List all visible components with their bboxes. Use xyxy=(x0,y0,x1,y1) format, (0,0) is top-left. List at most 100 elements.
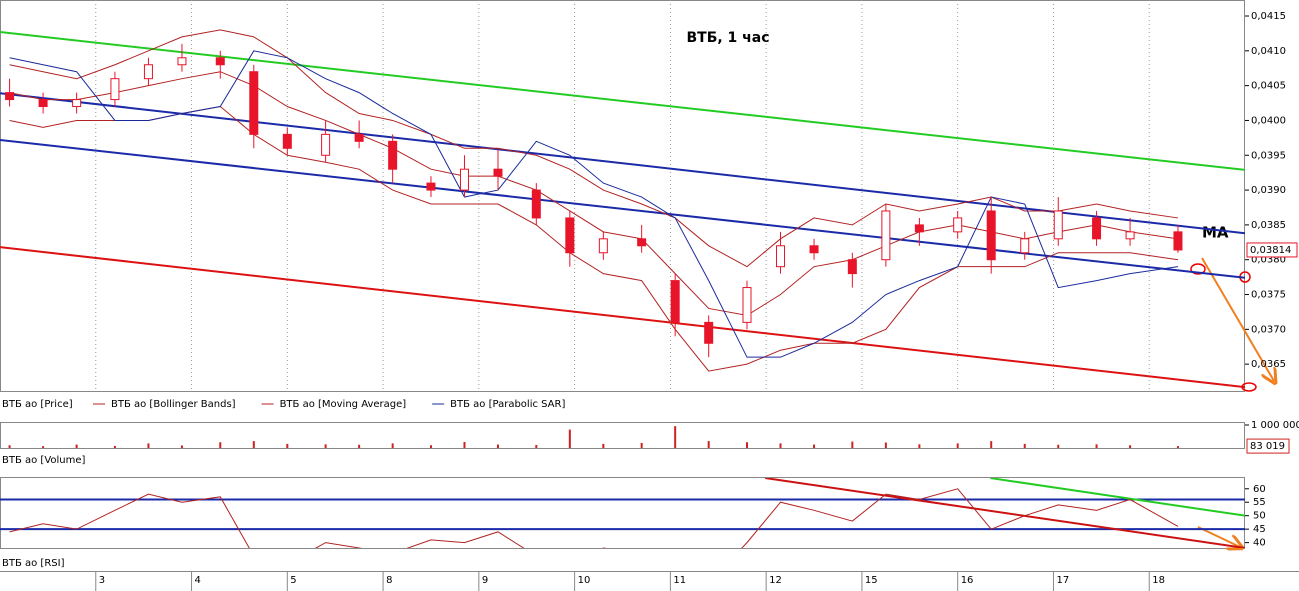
candle-body xyxy=(1092,217,1102,240)
volume-bar xyxy=(851,441,854,448)
x-tick-label: 17 xyxy=(1056,575,1069,586)
x-tick-label: 15 xyxy=(865,575,878,586)
candle-body xyxy=(704,321,714,344)
volume-bar xyxy=(180,445,183,448)
volume-bar xyxy=(602,443,605,448)
y-tick-label: 0,0390 xyxy=(1251,185,1286,196)
x-tick-label: 11 xyxy=(673,575,686,586)
volume-bar xyxy=(568,429,571,448)
y-tick-label: 0,0415 xyxy=(1251,11,1286,22)
y-tick-label: 55 xyxy=(1253,497,1266,508)
candle-body xyxy=(282,133,292,149)
trend-line xyxy=(0,138,1245,279)
volume-bar xyxy=(324,444,327,448)
x-tick-label: 18 xyxy=(1152,575,1165,586)
candle-body xyxy=(637,238,647,247)
volume-bar xyxy=(75,444,78,448)
volume-bar xyxy=(463,442,466,448)
y-tick-label: 0,0380 xyxy=(1251,255,1286,266)
volume-bar xyxy=(640,442,643,448)
volume-bar xyxy=(497,444,499,448)
trend-line xyxy=(990,478,1245,517)
candle-body xyxy=(354,133,364,142)
volume-bar xyxy=(1176,446,1179,448)
volume-bar xyxy=(113,445,116,448)
candle-body xyxy=(426,182,436,191)
volume-bar xyxy=(674,426,677,448)
volume-bar xyxy=(42,446,45,448)
volume-bar xyxy=(990,441,993,448)
candle-body xyxy=(110,78,120,101)
candle-body xyxy=(776,245,786,268)
candle-body xyxy=(1173,231,1183,251)
x-tick-label: 4 xyxy=(195,575,201,586)
x-tick-label: 8 xyxy=(386,575,392,586)
volume-bar xyxy=(1057,444,1060,448)
legend-item: ВТБ ао [Price] xyxy=(2,399,73,410)
panel-frames xyxy=(0,0,1299,572)
last-price-box xyxy=(1246,242,1298,258)
y-tick-label: 0,0405 xyxy=(1251,81,1286,92)
volume-bar xyxy=(707,441,710,448)
candle-body xyxy=(565,217,575,254)
parabolic-sar xyxy=(9,50,1179,358)
x-tick-label: 5 xyxy=(290,575,296,586)
rsi-plot xyxy=(0,478,1245,548)
x-tick-label: 16 xyxy=(961,575,974,586)
volume-bar xyxy=(147,443,150,448)
trend-line xyxy=(0,92,1245,235)
volume-bar xyxy=(746,442,748,448)
volume-bar xyxy=(429,445,432,448)
candle-body xyxy=(986,210,996,261)
trend-line xyxy=(765,478,1245,548)
volume-bar xyxy=(358,444,361,448)
candle-body xyxy=(5,92,15,101)
volume-bar xyxy=(813,444,816,448)
candle-body xyxy=(493,168,503,177)
candle-body xyxy=(177,57,187,66)
candle-body xyxy=(38,99,48,108)
y-tick-label: 0,0410 xyxy=(1251,46,1286,57)
candle-body xyxy=(215,57,225,66)
y-tick-label: 0,0400 xyxy=(1251,115,1286,126)
x-tick-label: 12 xyxy=(769,575,782,586)
y-tick-label: 0,0385 xyxy=(1251,220,1286,231)
candle-body xyxy=(249,71,259,135)
volume-bar xyxy=(286,443,289,448)
volume-bar xyxy=(252,441,255,448)
trend-line xyxy=(0,31,1245,171)
x-tick-label: 3 xyxy=(99,575,105,586)
candle-body xyxy=(881,210,891,261)
y-tick-label: 0,0370 xyxy=(1251,324,1286,335)
rsi-line xyxy=(9,488,1179,548)
x-tick-label: 10 xyxy=(578,575,591,586)
panel-label: ВТБ ао [RSI] xyxy=(2,558,65,569)
volume-bar xyxy=(884,442,887,448)
y-tick-label: 45 xyxy=(1253,524,1266,535)
candle-body xyxy=(598,238,608,254)
candle-body xyxy=(742,287,752,323)
x-tick-label: 9 xyxy=(482,575,488,586)
candle-body xyxy=(143,64,153,80)
volume-bar xyxy=(8,445,11,448)
y-tick-label: 1 000 000 xyxy=(1251,420,1299,431)
candle-body xyxy=(72,99,82,108)
y-tick-label: 0,0365 xyxy=(1251,359,1286,370)
y-tick-label: 60 xyxy=(1253,484,1266,495)
bollinger-upper xyxy=(9,29,1179,268)
legend-item: ВТБ ао [Bollinger Bands] xyxy=(111,399,236,410)
candle-body xyxy=(459,168,469,191)
volume-bar xyxy=(219,442,222,448)
candle-body xyxy=(1053,210,1063,240)
candle-body xyxy=(531,189,541,219)
candle-body xyxy=(847,259,857,275)
candle-body xyxy=(809,245,819,254)
volume-bar xyxy=(918,444,921,448)
candle-body xyxy=(914,224,924,233)
candle-body xyxy=(1125,231,1135,240)
volume-bar xyxy=(535,445,538,448)
y-tick-label: 0,0395 xyxy=(1251,150,1286,161)
last-volume-label: 83 019 xyxy=(1250,441,1285,452)
plot-area xyxy=(0,0,1245,392)
